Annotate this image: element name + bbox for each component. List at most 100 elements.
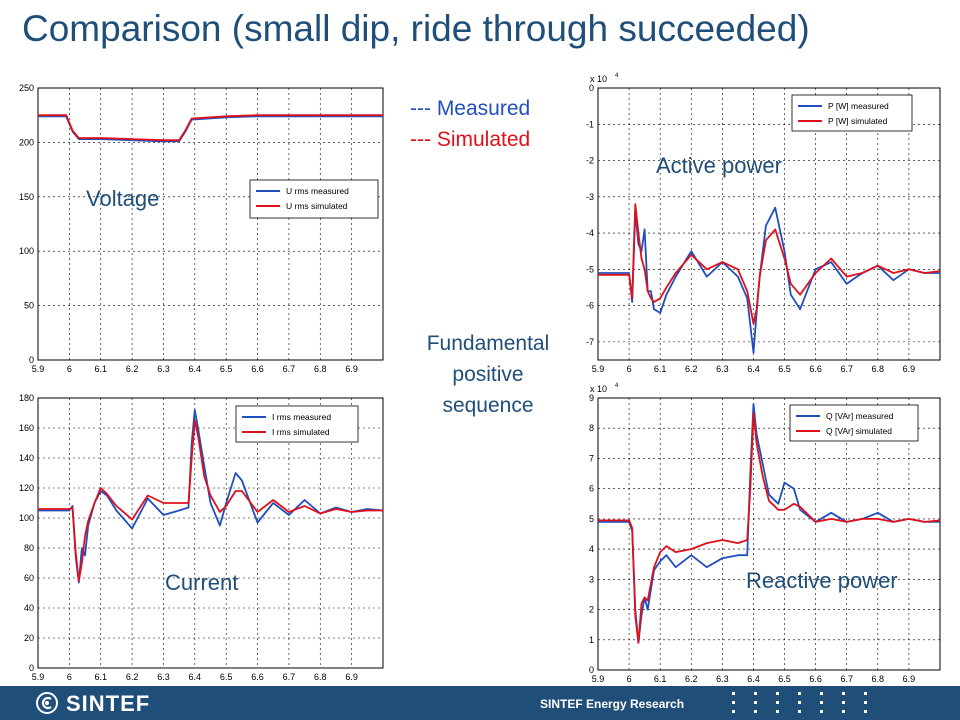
x-tick-label: 6.5 [220, 364, 233, 374]
legend-entry: I rms simulated [272, 427, 330, 437]
y-tick-label: 0 [589, 83, 594, 93]
x-tick-label: 6.7 [840, 364, 853, 374]
y-tick-label: 8 [589, 423, 594, 433]
x-tick-label: 6.7 [283, 672, 296, 682]
legend-box [789, 404, 919, 442]
x-tick-label: 6.7 [840, 674, 853, 684]
footer-dot [732, 710, 735, 713]
x-tick-label: 6.4 [189, 672, 202, 682]
measured-series-line [598, 206, 940, 354]
x-tick-label: 6.3 [716, 674, 729, 684]
legend-box [791, 94, 913, 132]
plot-area [37, 397, 384, 669]
x-tick-label: 6.9 [345, 672, 358, 682]
y-tick-label: 50 [24, 301, 34, 311]
simulated-series-line [38, 419, 383, 582]
legend-entry: P [W] simulated [828, 116, 888, 126]
footer-dot [732, 692, 735, 695]
footer-dot [820, 710, 823, 713]
footer-dot [754, 692, 757, 695]
legend-box [249, 179, 379, 219]
y-tick-label: 40 [24, 603, 34, 613]
page-number: 8 [928, 703, 935, 717]
footer-dot [754, 710, 757, 713]
y-tick-label: 100 [19, 513, 34, 523]
sintef-logo-icon [36, 692, 58, 714]
legend-entry: Q [VAr] measured [826, 411, 894, 421]
x-tick-label: 6.8 [314, 364, 327, 374]
reactive-power-label: Reactive power [746, 568, 898, 593]
x-tick-label: 6 [67, 672, 72, 682]
x-tick-label: 6.2 [685, 674, 698, 684]
footer-dot [864, 710, 867, 713]
footer-dot [864, 701, 867, 704]
y-tick-label: 5 [589, 514, 594, 524]
y-tick-label: 20 [24, 633, 34, 643]
x-tick-label: 6.1 [654, 674, 667, 684]
footer-dot [864, 692, 867, 695]
x-tick-label: 6.3 [716, 364, 729, 374]
y-tick-label: 4 [589, 544, 594, 554]
x-tick-label: 6.3 [157, 364, 170, 374]
x-tick-label: 5.9 [32, 672, 45, 682]
footer-organization: SINTEF Energy Research [540, 697, 685, 711]
y-tick-label: 2 [589, 605, 594, 615]
x-tick-label: 6.8 [872, 364, 885, 374]
y-tick-label: -7 [586, 337, 594, 347]
legend-entry: P [W] measured [828, 101, 889, 111]
footer-dot-pattern [732, 692, 867, 713]
reactive-power-chart: 5.9 6 6.1 6.2 6.3 6.4 6.5 6.6 6.7 6.8 6.9 0 1 2 3 4 5 6 7 8… [589, 383, 941, 684]
active-power-chart: 5.9 6 6.1 6.2 6.3 6.4 6.5 6.6 6.7 6.8 6.9 0 -1 -2 -3 -4… [586, 73, 941, 374]
y-tick-label: 7 [589, 453, 594, 463]
x-tick-label: 6 [627, 364, 632, 374]
y-tick-label: 0 [589, 665, 594, 675]
footer-dot [754, 701, 757, 704]
note-line-2: positive [452, 363, 524, 386]
x-tick-label: 5.9 [32, 364, 45, 374]
x-tick-label: 6.3 [157, 672, 170, 682]
note-line-3: sequence [442, 394, 534, 417]
x-tick-label: 6.6 [251, 672, 264, 682]
x-tick-label: 6.7 [283, 364, 296, 374]
x-tick-label: 6.5 [778, 674, 791, 684]
simulated-series-line [598, 412, 941, 644]
voltage-chart: 5.9 6 6.1 6.2 6.3 6.4 6.5 6.6 6.7 6.8 6.9 0 50 100 150… [19, 83, 384, 374]
y-tick-label: 100 [19, 246, 34, 256]
footer-dot [798, 692, 801, 695]
x-tick-label: 6.1 [654, 364, 667, 374]
legend-entry: Q [VAr] simulated [826, 426, 892, 436]
plot-area [37, 87, 384, 361]
y-exponent-label: x 10 [590, 74, 607, 84]
x-tick-label: 6.8 [314, 672, 327, 682]
y-tick-label: -6 [586, 301, 594, 311]
y-tick-label: 9 [589, 393, 594, 403]
footer-dot [776, 701, 779, 704]
x-tick-label: 6.1 [94, 364, 107, 374]
y-tick-label: 60 [24, 573, 34, 583]
y-exponent-power: 4 [615, 73, 619, 79]
footer-dot [798, 710, 801, 713]
y-tick-label: 180 [19, 393, 34, 403]
x-tick-label: 6.6 [809, 674, 822, 684]
x-tick-label: 6.4 [747, 364, 760, 374]
x-tick-label: 6.9 [903, 674, 916, 684]
x-tick-label: 6.8 [872, 674, 885, 684]
footer-dot [842, 710, 845, 713]
y-tick-label: 160 [19, 423, 34, 433]
footer-dot [798, 701, 801, 704]
legend-entry: U rms measured [286, 186, 349, 196]
y-tick-label: 150 [19, 192, 34, 202]
y-tick-label: 1 [589, 635, 594, 645]
footer-dot [842, 692, 845, 695]
y-tick-label: 0 [29, 355, 34, 365]
x-tick-label: 6.2 [685, 364, 698, 374]
legend-box [235, 405, 359, 443]
x-tick-label: 6.2 [126, 672, 139, 682]
active-power-label: Active power [656, 153, 782, 178]
x-tick-label: 6 [67, 364, 72, 374]
x-tick-label: 6 [627, 674, 632, 684]
y-tick-label: -4 [586, 228, 594, 238]
y-tick-label: 140 [19, 453, 34, 463]
y-exponent-label: x 10 [590, 384, 607, 394]
note-line-1: Fundamental [426, 332, 550, 355]
